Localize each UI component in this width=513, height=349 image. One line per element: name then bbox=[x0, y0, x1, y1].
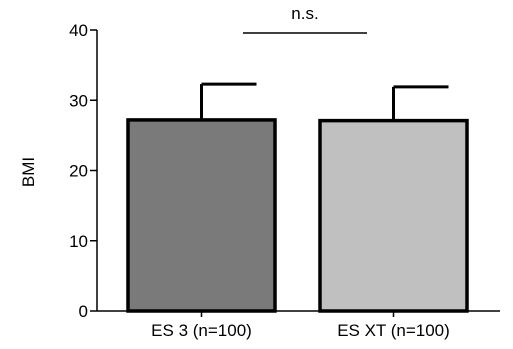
y-tick-label-10: 10 bbox=[69, 232, 88, 251]
y-tick-label-40: 40 bbox=[69, 21, 88, 40]
y-tick-label-30: 30 bbox=[69, 91, 88, 110]
x-tick-label-2: ES XT (n=100) bbox=[337, 321, 450, 340]
bar-2 bbox=[318, 118, 469, 313]
plot-area: 0 10 20 30 40 ES 3 (n=100) ES XT (n=100) n.s. bbox=[69, 4, 500, 340]
y-tick-label-20: 20 bbox=[69, 162, 88, 181]
y-tick-label-0: 0 bbox=[79, 302, 88, 321]
bar-1 bbox=[126, 118, 277, 313]
y-axis-label: BMI bbox=[19, 157, 38, 187]
significance-label: n.s. bbox=[291, 4, 318, 23]
x-tick-label-1: ES 3 (n=100) bbox=[151, 321, 252, 340]
